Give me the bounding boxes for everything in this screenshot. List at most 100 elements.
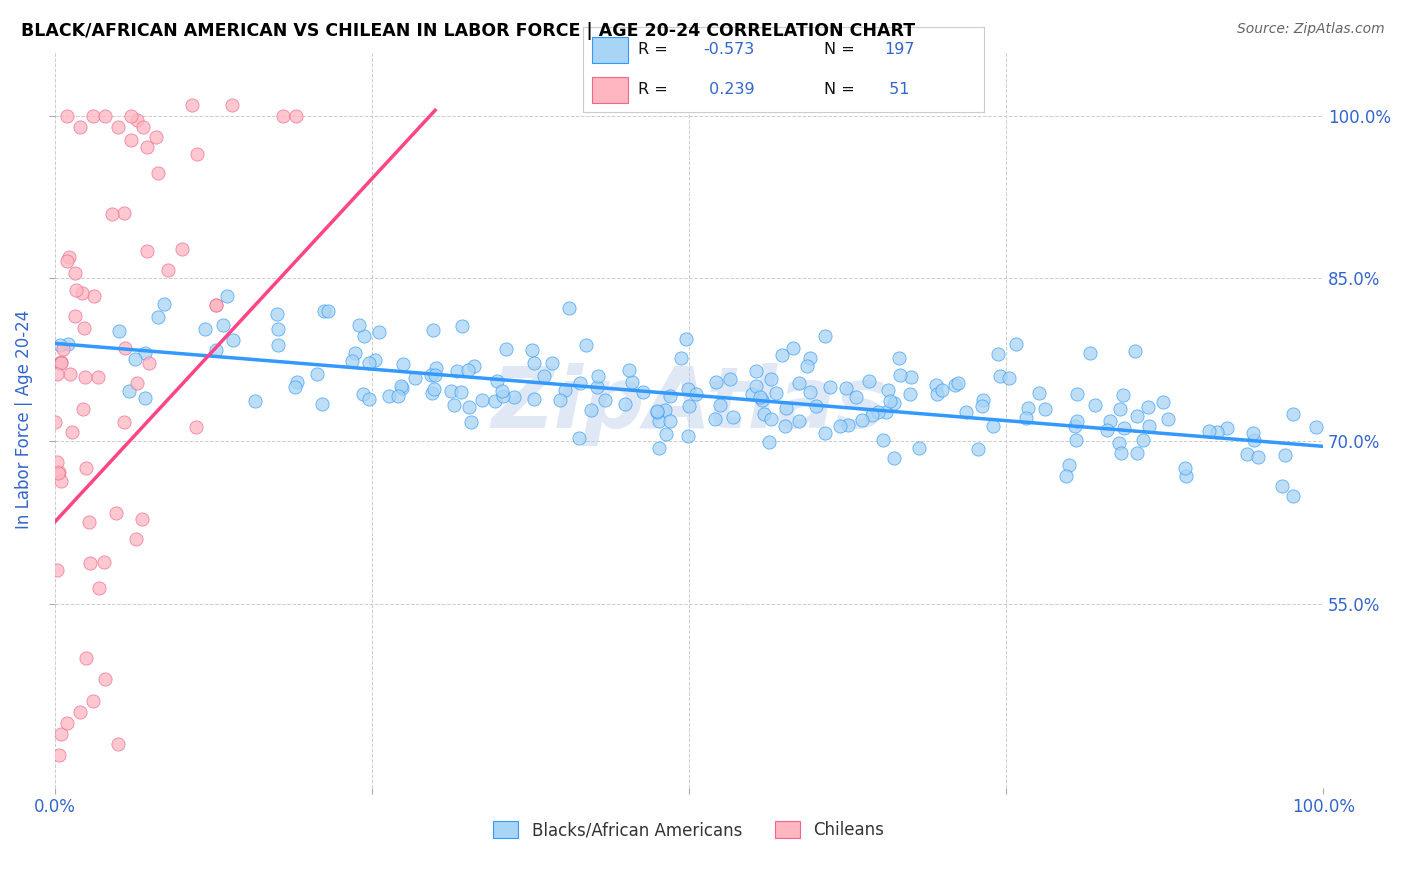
Point [484,394,506,409]
Point [502,390,524,404]
Point [828,418,851,433]
Point [49,474,72,488]
Point [93,555,115,569]
Point [883,450,905,465]
Point [799,351,821,365]
Point [49,726,72,740]
Point [946,376,969,390]
Point [998,371,1021,385]
Point [1017,401,1039,416]
Point [94,673,117,687]
Point [804,400,827,414]
Text: 197: 197 [884,42,914,57]
Point [1066,414,1088,428]
Point [146,310,169,324]
Point [46,454,69,468]
Point [523,356,546,370]
Point [1015,410,1038,425]
Point [125,113,148,128]
Point [72,402,94,417]
Point [1054,469,1077,483]
Point [676,428,699,442]
Point [540,356,562,370]
Point [118,384,141,399]
Point [221,98,243,112]
Text: R =: R = [637,82,672,97]
Point [987,347,1010,361]
Point [1205,425,1227,439]
Point [799,385,821,400]
Point [621,375,644,389]
Point [1084,398,1107,412]
Point [568,376,591,390]
Point [48,748,70,763]
Y-axis label: In Labor Force | Age 20-24: In Labor Force | Age 20-24 [15,310,32,529]
Point [378,389,401,403]
Point [1132,434,1154,448]
Point [745,379,768,393]
Point [60,425,83,439]
Point [420,386,443,401]
Point [586,379,609,393]
Point [271,109,294,123]
Point [1175,469,1198,483]
FancyBboxPatch shape [592,37,627,63]
Point [723,410,745,425]
Point [423,368,446,382]
Point [796,359,818,373]
Point [1243,433,1265,447]
Point [86,370,108,384]
Point [593,392,616,407]
Point [51,355,73,369]
FancyBboxPatch shape [592,77,627,103]
Point [1066,433,1088,447]
Point [709,398,731,412]
Point [875,405,897,419]
Point [73,320,96,334]
Point [495,342,517,356]
Point [1114,420,1136,434]
Point [45,367,67,381]
Point [759,412,782,426]
Point [131,511,153,525]
Point [347,318,370,333]
Point [1236,446,1258,460]
Point [586,369,609,384]
Point [749,390,772,404]
Point [267,337,290,351]
Point [45,562,67,576]
Point [1198,425,1220,439]
Point [311,397,333,411]
Text: Source: ZipAtlas.com: Source: ZipAtlas.com [1237,22,1385,37]
Text: 51: 51 [884,82,910,97]
Point [112,206,135,220]
Point [579,402,602,417]
Point [1028,385,1050,400]
Point [1112,387,1135,401]
Point [741,387,763,401]
Point [101,207,124,221]
Point [217,289,239,303]
Point [575,337,598,351]
Legend: Blacks/African Americans, Chileans: Blacks/African Americans, Chileans [486,814,891,846]
Point [1066,387,1088,401]
Point [491,384,513,398]
Point [450,385,472,400]
Point [759,372,782,386]
Point [631,385,654,400]
Point [1099,414,1122,428]
Point [775,401,797,416]
Point [754,407,776,421]
Point [460,415,482,429]
Point [77,515,100,529]
Point [82,109,104,123]
Text: N =: N = [824,82,860,97]
Point [446,364,468,378]
Point [1216,421,1239,435]
Point [59,368,82,382]
Point [1282,407,1305,421]
Point [443,398,465,412]
Point [56,109,79,123]
Point [391,357,413,371]
Point [420,368,443,382]
